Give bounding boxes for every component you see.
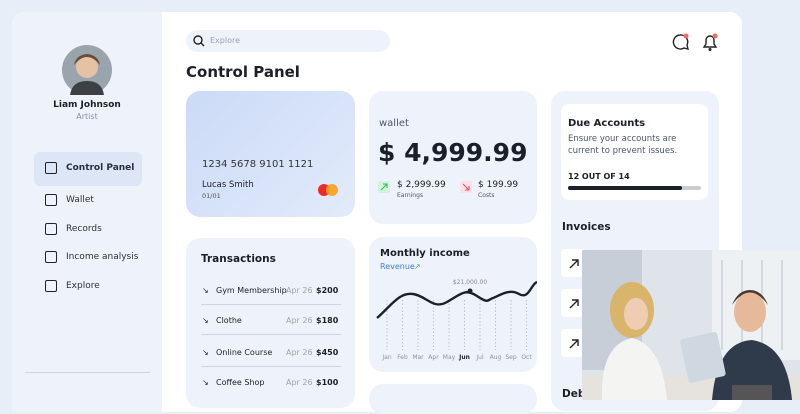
tx-date: Apr 26 [286,378,313,387]
tx-name: Clothe [216,316,242,325]
profile-name: Liam Johnson [53,100,121,110]
tx-icon: ↘ [202,316,209,325]
tx-date: Apr 26 [286,316,313,325]
card-expiry: 01/01 [202,192,221,200]
tx-icon: ↘ [202,378,209,387]
page: Liam Johnson Artist Explore Control Pane… [12,12,800,412]
nav-icon [45,223,57,235]
nav-item[interactable]: Income analysis [66,252,139,262]
card-number: 1234 5678 9101 1121 [202,159,314,170]
wallet-balance: $ 4,999.99 [378,138,528,167]
bottom-card [369,384,537,414]
costs-amount: $ 199.99 [478,180,519,190]
month-label: Mar [412,354,424,361]
earnings-label: Earnings [397,192,424,199]
page-title: Control Panel [186,63,300,81]
income-arrow: ↗ [414,262,421,271]
tx-name: Gym Membership [216,286,287,295]
tx-icon: ↘ [202,348,209,357]
progress-track [568,186,701,190]
due-text: Ensure your accounts are [568,134,677,144]
nav-item[interactable]: Control Panel [66,163,135,173]
nav-icon [45,280,57,292]
photo [582,250,800,400]
month-label: Apr [428,354,439,361]
nav-item[interactable]: Wallet [66,195,94,205]
tx-separator [201,366,341,367]
month-label: Jan [381,354,391,361]
nav-icon [45,162,57,174]
invoices-title: Invoices [562,221,611,233]
search-icon [193,35,205,47]
nav-active [34,152,142,186]
card-holder: Lucas Smith [202,180,254,190]
costs-label: Costs [478,192,495,199]
nav-item[interactable]: Explore [66,281,100,291]
wallet-card [369,91,537,224]
month-label: Sep [505,354,517,361]
search-placeholder: Explore [210,36,241,45]
month-label: Jun [458,354,470,361]
avatar [62,45,112,95]
tx-date: Apr 26 [286,286,313,295]
search-bar[interactable] [186,30,390,52]
tx-amount: $200 [316,286,339,295]
trend-icons [378,181,472,193]
income-title: Monthly income [380,248,470,259]
peak-point [467,288,473,294]
invoice-icons [561,249,586,357]
tx-amount: $450 [316,348,339,357]
month-label: Feb [397,354,408,361]
due-card [561,104,708,200]
progress-fill [568,186,682,190]
month-label: May [443,354,456,361]
wallet-label: wallet [379,118,409,129]
divider [25,372,150,373]
tx-separator [201,304,341,305]
credit-card [186,91,355,217]
nav-icon [45,194,57,206]
nav-item[interactable]: Records [66,224,102,234]
earnings-amount: $ 2,999.99 [397,180,446,190]
partial-heading: Deb [562,388,586,400]
month-label: Aug [490,354,502,361]
month-label: Oct [521,354,532,361]
month-label: Jul [475,354,484,361]
transactions-title: Transactions [201,253,276,265]
peak-label: $21,000.00 [453,279,488,286]
tx-date: Apr 26 [286,348,313,357]
income-subtitle: Revenue [380,262,415,271]
tx-name: Coffee Shop [216,378,265,387]
tx-amount: $180 [316,316,339,325]
tx-amount: $100 [316,378,339,387]
income-chart: $21,000.00 Jan Feb Mar Apr May Jun Jul Aug Sep Oc… [376,279,537,361]
tx-name: Online Course [216,348,273,357]
due-progress-label: 12 OUT OF 14 [568,172,630,181]
nav-icon [45,251,57,263]
header-icons[interactable] [670,32,722,52]
income-line [376,280,537,319]
due-text: current to prevent issues. [568,146,678,156]
tx-separator [201,334,341,335]
tx-icon: ↘ [202,286,209,295]
profile-role: Artist [76,112,98,121]
income-card [369,237,537,372]
due-title: Due Accounts [568,118,646,129]
transactions-card [186,238,355,408]
card-logo [318,184,338,196]
